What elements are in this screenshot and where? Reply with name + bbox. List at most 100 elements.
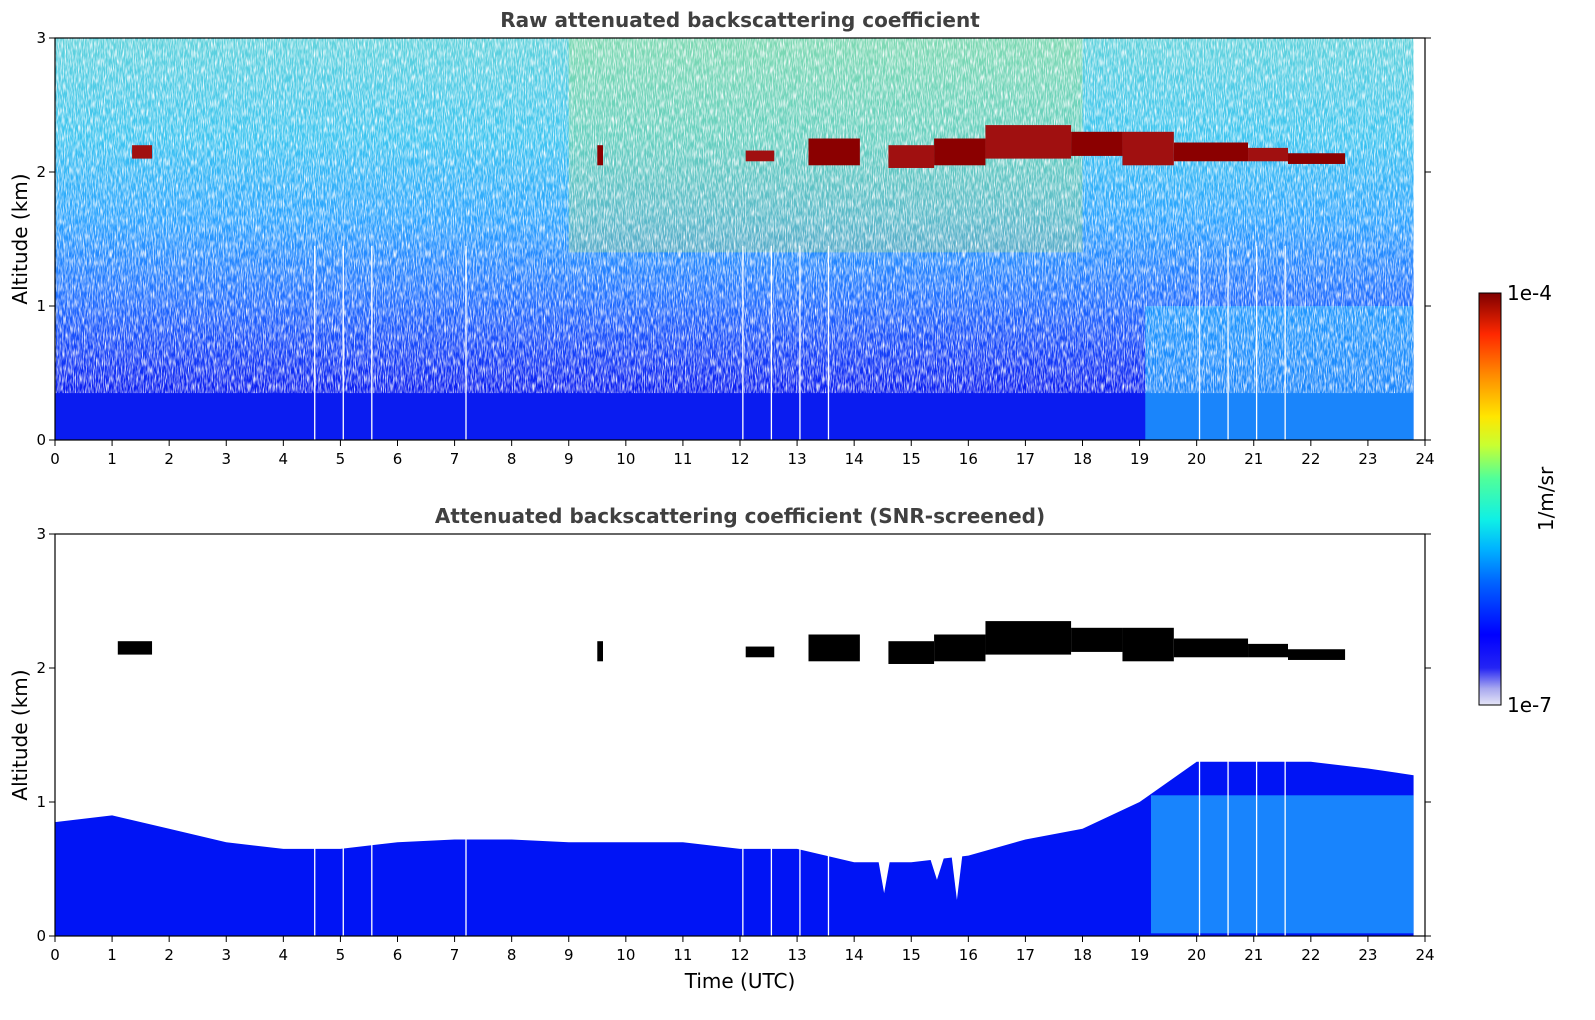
x-tick-label: 0 bbox=[50, 450, 60, 468]
screened-axis-ticks: 0 1 2 3 4 5 6 7 8 9 10 11 12 13 14 15 16 17 18 19 20 21 22 23 24… bbox=[36, 525, 1434, 964]
raw-cloud-segment bbox=[597, 145, 603, 166]
colorbar-gradient bbox=[1478, 292, 1502, 706]
x-tick-label: 21 bbox=[1244, 450, 1263, 468]
screened-evening-layer bbox=[1151, 795, 1414, 934]
raw-cloud-segment bbox=[1071, 131, 1123, 156]
x-tick-label: 13 bbox=[788, 946, 807, 964]
y-tick-label: 1 bbox=[36, 297, 46, 315]
screened-cloud-segment bbox=[117, 641, 153, 655]
raw-cloud-segment bbox=[934, 138, 986, 166]
screened-boundary-dip bbox=[877, 852, 892, 894]
x-tick-label: 19 bbox=[1130, 946, 1149, 964]
x-tick-label: 10 bbox=[616, 946, 635, 964]
y-tick-label: 3 bbox=[36, 29, 46, 47]
screened-cloud-segment bbox=[888, 641, 935, 664]
screened-y-axis-label: Altitude (km) bbox=[8, 669, 32, 800]
x-tick-label: 9 bbox=[564, 450, 574, 468]
x-tick-label: 23 bbox=[1358, 450, 1377, 468]
screened-cloud-segment bbox=[1288, 649, 1346, 660]
x-tick-label: 2 bbox=[164, 946, 174, 964]
x-tick-label: 0 bbox=[50, 946, 60, 964]
x-tick-label: 19 bbox=[1130, 450, 1149, 468]
x-tick-label: 1 bbox=[107, 946, 117, 964]
raw-cloud-segment bbox=[1122, 131, 1174, 166]
colorbar: 1e-4 1e-7 1/m/sr bbox=[1478, 281, 1558, 717]
colorbar-unit-label: 1/m/sr bbox=[1534, 466, 1558, 531]
x-tick-label: 5 bbox=[336, 450, 346, 468]
raw-cloud-segment bbox=[808, 138, 860, 166]
x-tick-label: 22 bbox=[1301, 450, 1320, 468]
y-tick-label: 1 bbox=[36, 793, 46, 811]
x-tick-label: 23 bbox=[1358, 946, 1377, 964]
x-tick-label: 11 bbox=[673, 450, 692, 468]
raw-cloud-segment bbox=[1288, 153, 1346, 164]
x-tick-label: 24 bbox=[1415, 450, 1434, 468]
x-tick-label: 4 bbox=[279, 450, 289, 468]
x-tick-label: 18 bbox=[1073, 450, 1092, 468]
x-tick-label: 24 bbox=[1415, 946, 1434, 964]
screened-boundary-dip bbox=[951, 852, 963, 900]
raw-cloud-segment bbox=[132, 145, 153, 159]
x-tick-label: 3 bbox=[221, 946, 231, 964]
x-tick-label: 15 bbox=[902, 450, 921, 468]
raw-data-gaps bbox=[314, 245, 1286, 440]
x-tick-label: 17 bbox=[1016, 946, 1035, 964]
x-tick-label: 20 bbox=[1187, 450, 1206, 468]
y-tick-label: 3 bbox=[36, 525, 46, 543]
panel-title-screened: Attenuated backscattering coefficient (S… bbox=[435, 504, 1045, 528]
screened-heatmap bbox=[55, 621, 1414, 936]
screened-cloud-segment bbox=[1122, 627, 1174, 662]
x-tick-label: 7 bbox=[450, 450, 460, 468]
x-tick-label: 18 bbox=[1073, 946, 1092, 964]
x-tick-label: 9 bbox=[564, 946, 574, 964]
x-tick-label: 12 bbox=[730, 946, 749, 964]
x-tick-label: 10 bbox=[616, 450, 635, 468]
x-tick-label: 7 bbox=[450, 946, 460, 964]
raw-cloud-segment bbox=[745, 150, 775, 162]
raw-heatmap bbox=[55, 38, 1414, 440]
x-tick-label: 6 bbox=[393, 946, 403, 964]
colorbar-max-label: 1e-4 bbox=[1507, 281, 1552, 305]
x-tick-label: 5 bbox=[336, 946, 346, 964]
x-tick-label: 4 bbox=[279, 946, 289, 964]
x-tick-label: 2 bbox=[164, 450, 174, 468]
screened-cloud-segment bbox=[745, 646, 775, 658]
x-tick-label: 14 bbox=[845, 450, 864, 468]
x-tick-label: 8 bbox=[507, 450, 517, 468]
raw-speckle-noise bbox=[55, 38, 1414, 394]
screened-cloud-segment bbox=[934, 634, 986, 662]
x-tick-label: 13 bbox=[788, 450, 807, 468]
x-axis-label: Time (UTC) bbox=[684, 969, 796, 993]
x-tick-label: 15 bbox=[902, 946, 921, 964]
raw-cloud-segment bbox=[1173, 142, 1249, 162]
x-tick-label: 12 bbox=[730, 450, 749, 468]
screened-data-gaps bbox=[314, 755, 1286, 936]
x-tick-label: 20 bbox=[1187, 946, 1206, 964]
screened-cloud-segment bbox=[1248, 643, 1288, 658]
raw-cloud-segment bbox=[985, 125, 1072, 159]
x-tick-label: 1 bbox=[107, 450, 117, 468]
screened-boundary-layer bbox=[55, 761, 1414, 936]
y-tick-label: 0 bbox=[36, 431, 46, 449]
raw-cloud-segment bbox=[888, 145, 935, 168]
screened-backscatter-panel: Attenuated backscattering coefficient (S… bbox=[8, 504, 1435, 993]
screened-cloud-segment bbox=[985, 621, 1072, 655]
raw-y-axis-label: Altitude (km) bbox=[8, 173, 32, 304]
raw-backscatter-panel: Raw attenuated backscattering coefficien… bbox=[8, 8, 1435, 468]
x-tick-label: 21 bbox=[1244, 946, 1263, 964]
screened-cloud-segment bbox=[597, 641, 603, 662]
x-tick-label: 11 bbox=[673, 946, 692, 964]
screened-boundary-dip bbox=[928, 852, 946, 880]
x-tick-label: 16 bbox=[959, 946, 978, 964]
screened-cloud-segment bbox=[1071, 627, 1123, 652]
x-tick-label: 8 bbox=[507, 946, 517, 964]
x-tick-label: 14 bbox=[845, 946, 864, 964]
y-tick-label: 2 bbox=[36, 659, 46, 677]
panel-title-raw: Raw attenuated backscattering coefficien… bbox=[500, 8, 980, 32]
x-tick-label: 16 bbox=[959, 450, 978, 468]
y-tick-label: 2 bbox=[36, 163, 46, 181]
x-tick-label: 17 bbox=[1016, 450, 1035, 468]
y-tick-label: 0 bbox=[36, 927, 46, 945]
raw-cloud-segment bbox=[1248, 147, 1288, 162]
